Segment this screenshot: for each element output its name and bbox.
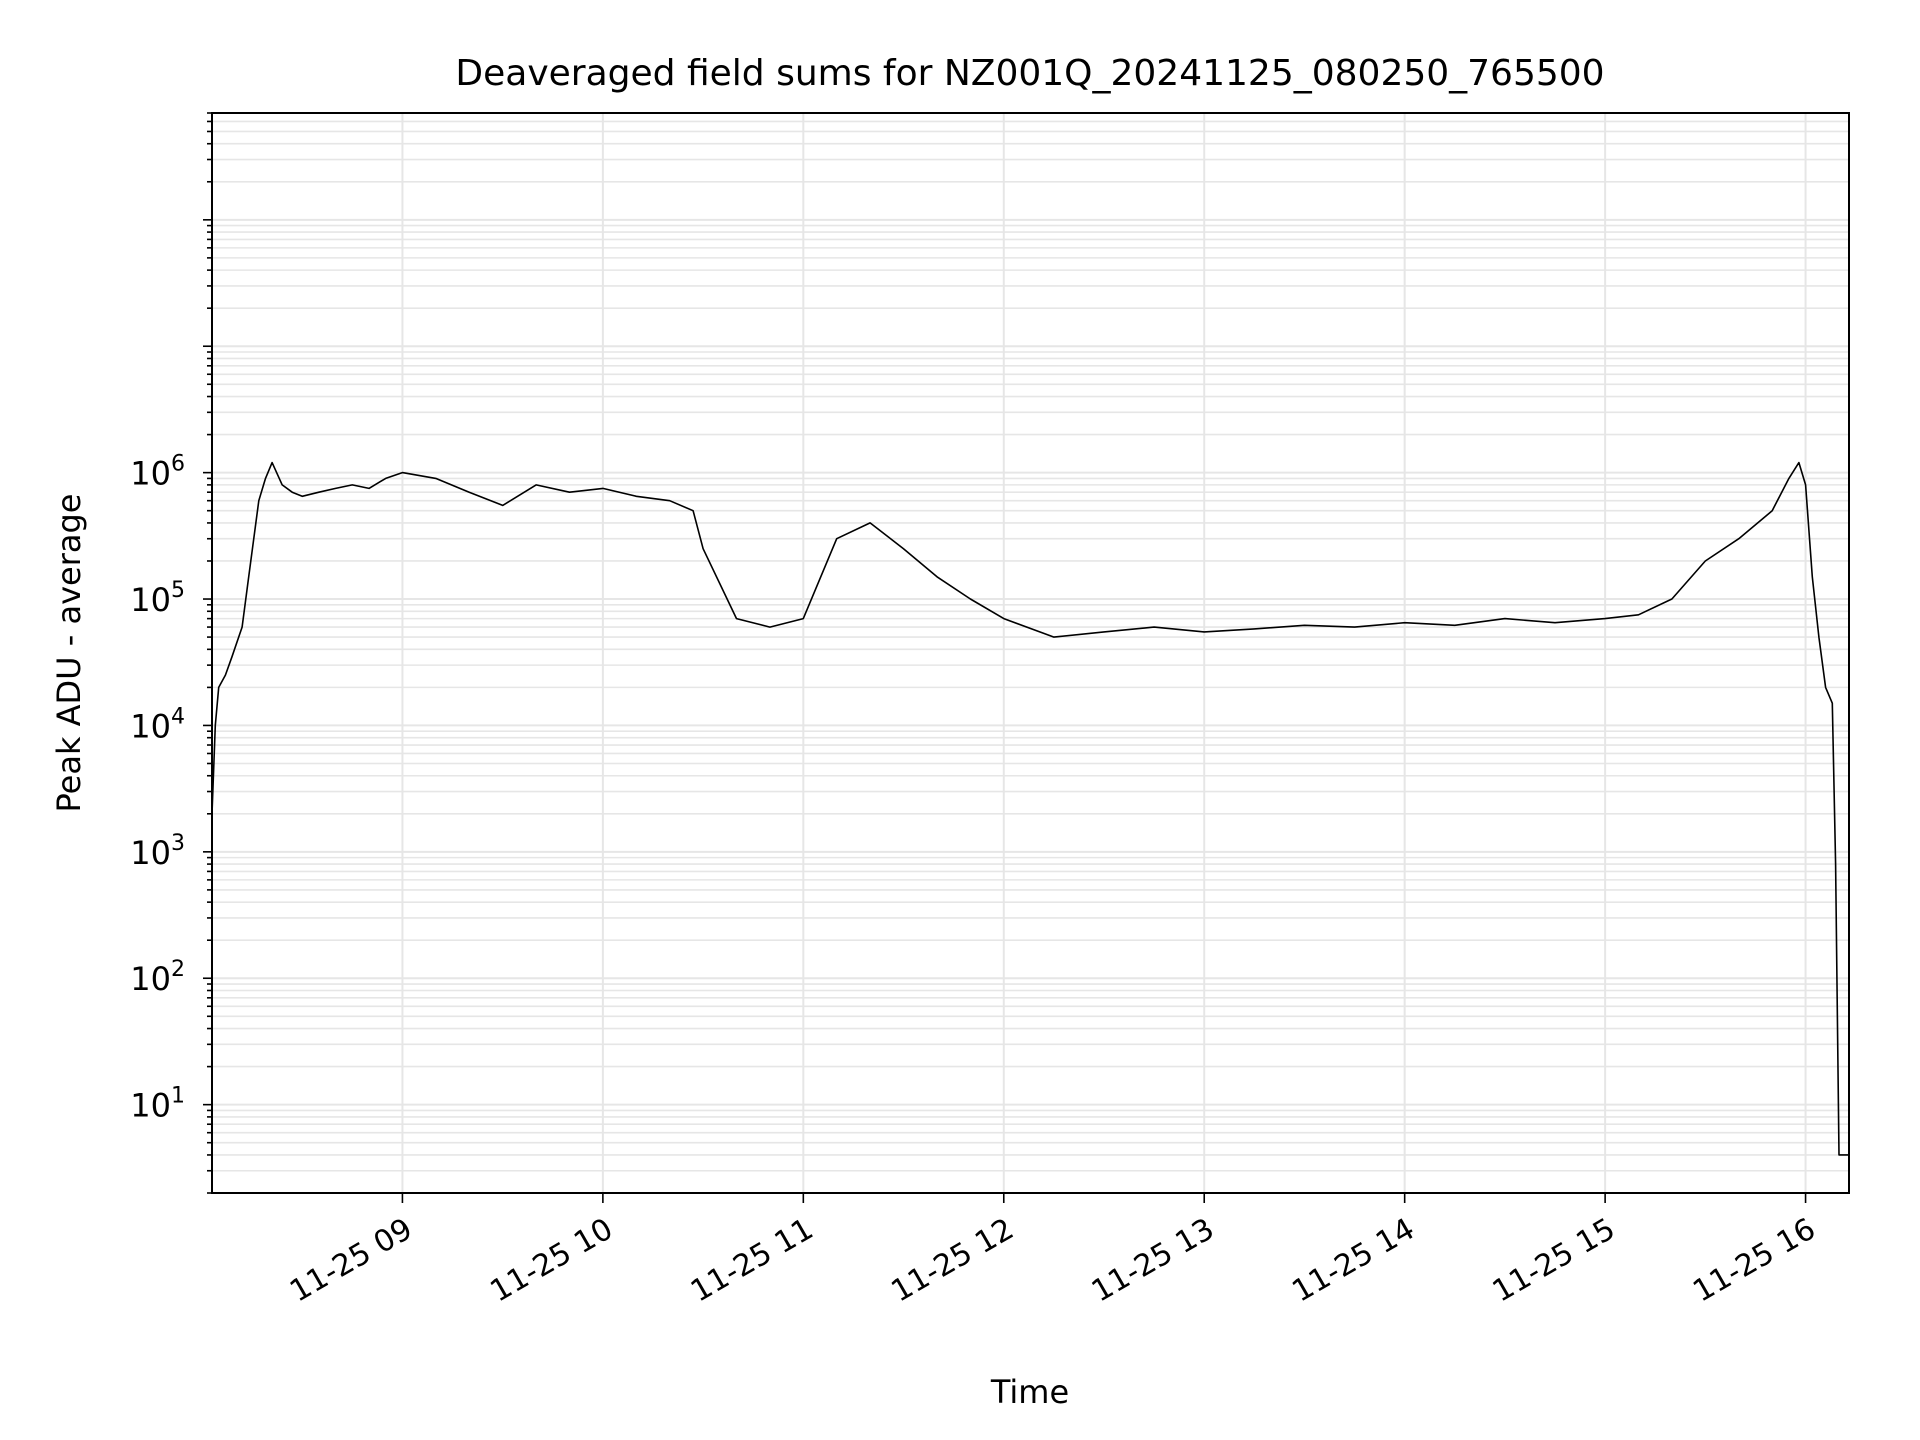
- chart-title: Deaveraged field sums for NZ001Q_2024112…: [455, 53, 1604, 94]
- x-tick-label: 11-25 11: [685, 1212, 819, 1310]
- y-tick-label: 105: [130, 578, 185, 619]
- grid-lines: [212, 112, 1849, 1194]
- y-axis-label: Peak ADU - average: [50, 494, 88, 813]
- x-tick-label: 11-25 10: [485, 1212, 619, 1310]
- x-tick-label: 11-25 15: [1487, 1212, 1621, 1310]
- x-tick-label: 11-25 14: [1286, 1212, 1420, 1310]
- x-tick-label: 11-25 12: [885, 1212, 1019, 1310]
- y-tick-label: 101: [130, 1084, 185, 1125]
- y-tick-label: 106: [130, 452, 185, 493]
- x-tick-labels: 11-25 09 11-25 10 11-25 11 11-25 12 11-25 13…: [284, 1212, 1821, 1310]
- y-tick-label: 104: [130, 704, 185, 745]
- tick-marks: [203, 112, 1807, 1203]
- y-tick-labels: 101 102 103 104 105 106: [130, 452, 185, 1125]
- y-tick-label: 102: [130, 957, 185, 998]
- x-tick-label: 11-25 09: [284, 1212, 418, 1310]
- series-line-layer: [211, 461, 1849, 1156]
- x-axis-label: Time: [990, 1373, 1069, 1411]
- plot-frame: [211, 112, 1850, 1194]
- x-tick-label: 11-25 16: [1687, 1212, 1821, 1310]
- x-tick-label: 11-25 13: [1086, 1212, 1220, 1310]
- series-line: [211, 461, 1849, 1156]
- y-tick-label: 103: [130, 831, 185, 872]
